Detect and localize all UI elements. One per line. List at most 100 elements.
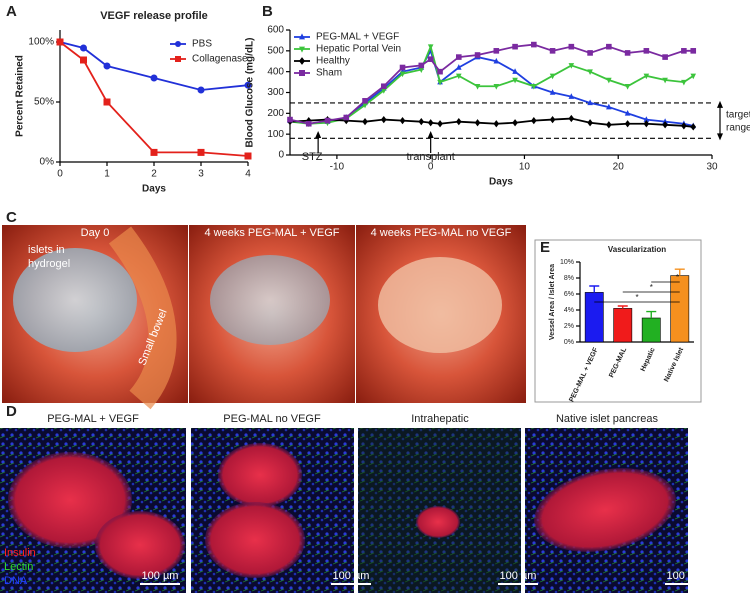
micrograph-title: PEG-MAL no VEGF <box>223 413 321 425</box>
marker <box>474 84 481 90</box>
y-axis-label: Percent Retained <box>15 55 26 137</box>
marker <box>418 67 425 73</box>
y-tick-label: 300 <box>267 87 284 98</box>
marker <box>512 68 518 74</box>
y-tick-label: 2% <box>564 323 574 330</box>
marker <box>399 116 406 125</box>
marker <box>324 117 331 124</box>
micrograph-panel <box>0 428 688 593</box>
marker <box>587 69 593 76</box>
x-axis-label: Days <box>489 177 513 188</box>
micrograph-detail <box>416 506 460 538</box>
marker <box>456 73 462 80</box>
annotation: STZ <box>302 151 323 163</box>
marker <box>643 116 650 122</box>
photo-detail <box>13 248 137 352</box>
y-axis-label: Vessel Area / Islet Area <box>549 264 556 340</box>
micrograph-detail <box>218 443 302 507</box>
marker <box>690 73 697 80</box>
y-tick-label: 200 <box>267 108 284 119</box>
series-line <box>289 48 694 127</box>
series-line <box>59 41 249 157</box>
marker <box>474 119 481 127</box>
marker <box>587 99 593 106</box>
arrow-head <box>717 133 723 141</box>
marker <box>437 79 443 86</box>
series-line <box>289 117 694 128</box>
marker <box>399 64 406 71</box>
legend-label: Sham <box>316 68 342 79</box>
photo-annotation: hydrogel <box>28 258 70 270</box>
marker <box>399 71 406 78</box>
marker <box>531 116 537 125</box>
x-tick-label: 1 <box>104 169 110 180</box>
range-label: range <box>726 122 750 133</box>
x-tick-label: 0 <box>428 162 434 173</box>
marker <box>418 118 425 126</box>
marker <box>568 43 575 50</box>
significance-label: * <box>635 293 638 302</box>
marker <box>305 120 312 127</box>
marker <box>549 73 556 80</box>
marker <box>531 84 537 90</box>
marker <box>427 44 434 51</box>
marker <box>150 74 158 82</box>
marker <box>427 119 434 127</box>
marker <box>437 68 443 75</box>
marker <box>624 120 631 128</box>
y-tick-label: 6% <box>564 291 574 298</box>
marker <box>606 103 612 110</box>
panel-label: C <box>6 209 17 226</box>
marker <box>456 64 462 70</box>
legend-label: Healthy <box>316 56 350 67</box>
photo-detail <box>210 255 330 345</box>
y-tick-label: 10% <box>560 259 574 266</box>
marker <box>549 48 556 54</box>
marker <box>493 120 500 128</box>
y-tick-label: 4% <box>564 307 574 314</box>
marker <box>662 77 668 84</box>
marker <box>568 114 575 123</box>
error-bar <box>617 305 628 309</box>
marker <box>549 115 556 124</box>
marker <box>568 93 575 99</box>
marker <box>681 79 687 86</box>
x-tick-label: 10 <box>519 162 531 173</box>
range-label: target <box>726 109 750 120</box>
arrow-head <box>427 131 434 138</box>
legend-marker <box>175 41 181 47</box>
marker <box>197 86 205 94</box>
bar <box>670 275 690 343</box>
legend-label: PBS <box>192 39 212 50</box>
legend-marker <box>299 70 305 76</box>
x-tick-label: 20 <box>613 162 625 173</box>
marker <box>418 62 425 69</box>
x-axis-label: Days <box>142 184 166 195</box>
marker <box>531 41 537 48</box>
micrograph-detail <box>8 452 132 548</box>
stain-label: DNA <box>4 575 28 587</box>
photo-annotation: islets in <box>28 244 65 256</box>
bar <box>613 308 633 343</box>
marker <box>606 77 612 84</box>
x-tick-label: 2 <box>151 169 157 180</box>
marker <box>606 43 612 50</box>
error-bar <box>646 310 657 318</box>
x-tick-label: 30 <box>706 162 718 173</box>
micrograph-detail <box>95 511 185 579</box>
marker <box>624 84 631 90</box>
significance-label: * <box>650 283 653 292</box>
marker <box>474 52 481 58</box>
y-tick-label: 400 <box>267 66 284 77</box>
marker <box>606 121 612 129</box>
x-tick-label: 3 <box>198 169 204 180</box>
series-line <box>59 41 249 91</box>
x-tick-label: 4 <box>245 169 251 180</box>
y-tick-label: 8% <box>564 275 574 282</box>
marker <box>103 62 111 70</box>
marker <box>690 123 697 131</box>
marker <box>568 63 575 69</box>
marker <box>624 109 631 116</box>
micrograph-detail <box>534 468 676 552</box>
marker <box>643 120 650 128</box>
